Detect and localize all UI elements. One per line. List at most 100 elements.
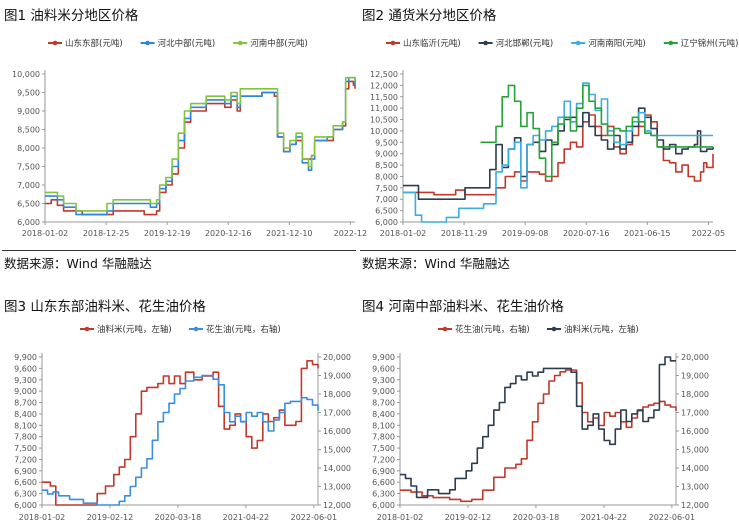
y-tick-label: 9,500 [375, 138, 398, 147]
x-tick-label: 2020-03-18 [513, 513, 560, 522]
legend-label: 辽宁锦州(元吨) [681, 38, 739, 49]
y-tick-label: 9,900 [14, 353, 37, 362]
legend-item: 河北邯郸(元吨) [478, 38, 553, 49]
legend-item: 河南中部(元吨) [233, 38, 308, 49]
chart4-title: 图4 河南中部油料米、花生油价格 [362, 299, 564, 315]
legend-item: 油料米(元吨，左轴) [547, 324, 639, 335]
legend-label: 山东东部(元吨) [65, 38, 123, 49]
chart3: 9,900 9,600 9,300 9,000 8,700 8,400 8,100 7,800… [14, 324, 351, 522]
series-line [400, 356, 676, 499]
y2-tick-label: 17,000 [323, 409, 351, 418]
y-tick-label: 6,000 [17, 218, 40, 227]
y-tick-label: 6,500 [375, 207, 398, 216]
legend-label: 河南中部(元吨) [250, 38, 308, 49]
legend-label: 河北中部(元吨) [158, 38, 216, 49]
x-tick-label: 2022-06-01 [649, 513, 696, 522]
y2-tick-label: 15,000 [323, 446, 351, 455]
x-tick-label: 2020-07-16 [563, 229, 610, 238]
y2-tick-label: 20,000 [323, 353, 351, 362]
x-tick-label: 2018-12-25 [83, 229, 130, 238]
legend-label: 山东临沂(元吨) [403, 38, 461, 49]
legend-label: 油料米(元吨，左轴) [564, 324, 639, 335]
y2-tick-label: 18,000 [323, 390, 351, 399]
y-tick-label: 9,000 [14, 387, 37, 396]
legend-item: 花生油(元吨，右轴) [438, 324, 530, 335]
series-line [42, 360, 319, 506]
chart2-rule [360, 250, 736, 251]
legend-label: 河南南阳(元吨) [588, 38, 646, 49]
y-tick-label: 8,400 [372, 410, 395, 419]
series-line [42, 374, 319, 506]
y-tick-label: 10,000 [370, 127, 398, 136]
x-tick-label: 2020-03-18 [155, 513, 202, 522]
series-line [400, 369, 677, 503]
legend-item: 油料米(元吨，左轴) [80, 324, 172, 335]
chart1: 10,000 9,500 9,000 8,500 8,000 7,500 7,000 6,50… [12, 38, 367, 238]
legend-item: 辽宁锦州(元吨) [663, 38, 739, 49]
legend-item: 河南南阳(元吨) [571, 38, 646, 49]
y-tick-label: 9,300 [372, 376, 395, 385]
chart2-title: 图2 通货米分地区价格 [362, 8, 497, 24]
y-tick-label: 8,400 [14, 410, 37, 419]
y-tick-label: 8,000 [375, 172, 398, 181]
y-tick-label: 12,500 [370, 70, 398, 79]
legend-item: 河北中部(元吨) [140, 38, 216, 49]
x-tick-label: 2022-06-01 [291, 513, 338, 522]
series-line [403, 114, 714, 196]
y-tick-label: 10,500 [370, 116, 398, 125]
y-tick-label: 8,500 [375, 161, 398, 170]
y2-tick-label: 15,000 [681, 446, 709, 455]
x-tick-label: 2021-04-22 [581, 513, 628, 522]
y2-tick-label: 12,000 [681, 501, 709, 510]
y-tick-label: 6,900 [372, 467, 395, 476]
chart2: 12,500 12,000 11,500 11,000 10,500 10,000 9,50… [370, 38, 738, 238]
chart1-source: 数据来源：Wind 华融融达 [4, 256, 152, 271]
y-tick-label: 9,000 [17, 107, 40, 116]
y-tick-label: 6,300 [14, 490, 37, 499]
y-tick-label: 7,500 [375, 184, 398, 193]
series-line [45, 76, 356, 216]
y-tick-label: 6,300 [372, 490, 395, 499]
y-tick-label: 9,600 [14, 364, 37, 373]
y-tick-label: 6,000 [375, 218, 398, 227]
y-tick-label: 6,900 [14, 467, 37, 476]
x-tick-label: 2019-02-12 [87, 513, 134, 522]
chart3-title: 图3 山东东部油料米、花生油价格 [4, 299, 206, 315]
legend-label: 油料米(元吨，左轴) [97, 324, 172, 335]
legend-item: 山东临沂(元吨) [386, 38, 461, 49]
y-tick-label: 7,000 [17, 181, 40, 190]
x-tick-label: 2020-12-16 [205, 229, 252, 238]
y-tick-label: 8,700 [372, 399, 395, 408]
x-tick-label: 2021-12-10 [266, 229, 313, 238]
y2-tick-label: 18,000 [681, 390, 709, 399]
y2-tick-label: 16,000 [323, 427, 351, 436]
y-tick-label: 8,100 [372, 421, 395, 430]
x-tick-label: 2018-01-02 [377, 513, 424, 522]
y-tick-label: 10,000 [12, 70, 40, 79]
legend-label: 花生油(元吨，右轴) [455, 324, 530, 335]
series-line [480, 84, 713, 178]
y-tick-label: 7,800 [372, 433, 395, 442]
x-tick-label: 2018-01-02 [380, 229, 427, 238]
y2-tick-label: 14,000 [323, 464, 351, 473]
y-tick-label: 7,500 [17, 163, 40, 172]
x-tick-label: 2019-12-19 [144, 229, 191, 238]
x-tick-label: 2022-12 [334, 229, 367, 238]
x-tick-label: 2021-06-15 [624, 229, 671, 238]
y-tick-label: 9,500 [17, 89, 40, 98]
y2-tick-label: 12,000 [323, 501, 351, 510]
y2-tick-label: 19,000 [323, 372, 351, 381]
y-tick-label: 12,000 [370, 81, 398, 90]
y-tick-label: 7,500 [14, 444, 37, 453]
chart1-rule [2, 250, 356, 251]
legend-item: 山东东部(元吨) [48, 38, 123, 49]
y-tick-label: 9,300 [14, 376, 37, 385]
x-tick-label: 2018-01-02 [22, 229, 69, 238]
chart2-source: 数据来源：Wind 华融融达 [362, 256, 510, 271]
x-tick-label: 2019-02-12 [445, 513, 492, 522]
y-tick-label: 11,500 [370, 93, 398, 102]
y2-tick-label: 17,000 [681, 409, 709, 418]
series-line [403, 82, 713, 223]
y-tick-label: 9,600 [372, 364, 395, 373]
y2-tick-label: 19,000 [681, 372, 709, 381]
